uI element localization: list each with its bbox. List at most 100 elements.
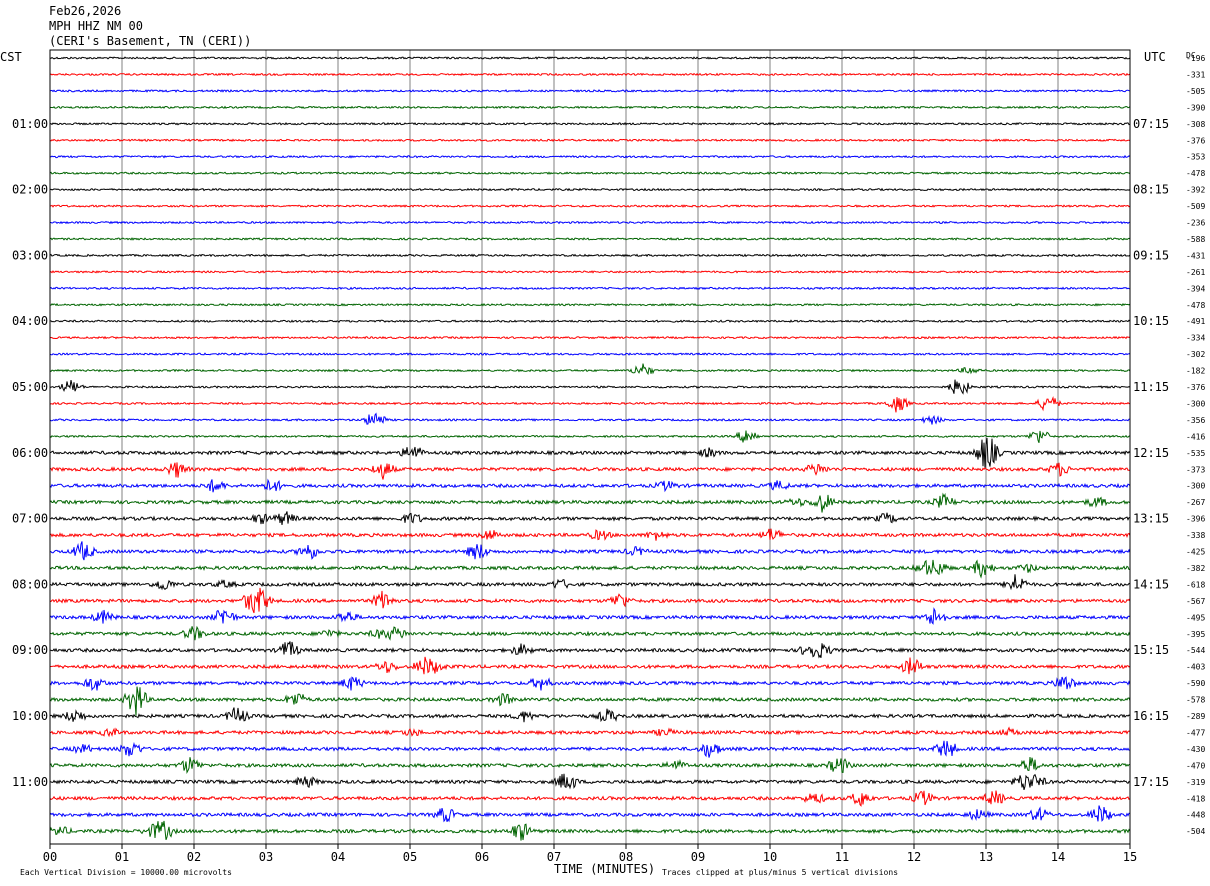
seismic-trace-row [49,286,1131,291]
dc-offset-label: -505 [1186,87,1205,96]
dc-offset-label: -338 [1186,531,1205,540]
x-tick-label: 04 [331,850,345,864]
seismic-trace-row [49,72,1131,77]
seismic-trace-row [49,171,1131,175]
right-hour-label: 08:15 [1133,183,1169,197]
seismic-trace-row [49,204,1131,208]
seismic-trace-row [49,335,1131,340]
left-hour-label: 11:00 [12,775,48,789]
dc-offset-label: -236 [1186,219,1205,228]
seismic-trace-row [49,237,1131,241]
seismic-trace-row [49,541,1131,561]
dc-offset-label: -535 [1186,449,1205,458]
footer-left-note: Each Vertical Division = 10000.00 microv… [20,868,232,877]
dc-offset-label: -182 [1186,367,1205,376]
date-label: Feb26,2026 [49,4,122,18]
seismic-trace-row [49,253,1131,258]
left-hour-label: 09:00 [12,643,48,657]
left-hour-label: 03:00 [12,248,48,262]
dc-offset-label: -478 [1186,301,1205,310]
seismic-trace-row [49,478,1131,493]
dc-offset-label: -491 [1186,317,1205,326]
seismic-trace-row [49,528,1131,541]
seismic-trace-row [49,625,1131,641]
dc-offset-label: -267 [1186,498,1205,507]
right-hour-label: 12:15 [1133,446,1169,460]
x-tick-label: 05 [403,850,417,864]
seismic-trace-row [49,773,1131,791]
dc-offset-label: -618 [1186,580,1205,589]
dc-offset-label: -504 [1186,827,1205,836]
dc-offset-label: -382 [1186,564,1205,573]
right-hour-label: 15:15 [1133,643,1169,657]
x-tick-label: 12 [907,850,921,864]
dc-offset-label: -319 [1186,778,1205,787]
x-tick-label: 09 [691,850,705,864]
seismic-trace-row [49,656,1131,675]
right-zone-label: UTC [1144,50,1166,64]
x-tick-label: 10 [763,850,777,864]
dc-offset-label: -495 [1186,613,1205,622]
seismic-trace-row [49,270,1131,274]
seismic-trace-row [49,412,1131,425]
x-axis-title: TIME (MINUTES) [554,862,655,876]
dc-offset-label: -394 [1186,284,1205,293]
dc-offset-label: -196 [1186,54,1205,63]
right-hour-label: 07:15 [1133,117,1169,131]
dc-offset-label: -376 [1186,136,1205,145]
seismic-trace-row [49,676,1131,691]
seismic-trace-row [49,138,1131,143]
seismic-trace-row [49,395,1131,413]
dc-offset-label: -308 [1186,120,1205,129]
left-hour-label: 02:00 [12,183,48,197]
dc-offset-label: -448 [1186,811,1205,820]
left-hour-label: 06:00 [12,446,48,460]
left-hour-label: 10:00 [12,709,48,723]
dc-offset-label: -353 [1186,153,1205,162]
dc-offset-label: -334 [1186,334,1205,343]
seismic-trace-row [49,352,1131,356]
dc-offset-label: -590 [1186,679,1205,688]
dc-offset-label: -373 [1186,465,1205,474]
seismic-trace-row [49,154,1131,159]
seismic-trace-row [49,363,1131,376]
x-tick-label: 08 [619,850,633,864]
seismic-trace-row [49,105,1131,110]
x-tick-label: 02 [187,850,201,864]
station-label: MPH HHZ NM 00 [49,19,143,33]
grid-lines [121,50,1059,844]
seismic-trace-row [49,121,1131,126]
dc-offset-label: -403 [1186,663,1205,672]
seismic-trace-row [49,319,1131,323]
seismic-trace-row [49,56,1131,60]
dc-offset-label: -544 [1186,646,1205,655]
seismic-trace-row [49,302,1131,307]
x-tick-label: 01 [115,850,129,864]
plot-header: Feb26,2026 MPH HHZ NM 00 (CERI's Basemen… [49,4,251,49]
dc-offset-label: -431 [1186,251,1205,260]
footer-right-note: Traces clipped at plus/minus 5 vertical … [662,868,898,877]
seismic-trace-row [49,559,1131,579]
dc-offset-label: -416 [1186,432,1205,441]
seismic-trace-row [49,430,1131,443]
dc-offset-label: -430 [1186,745,1205,754]
axis-labels: 00 01 02 03 04 05 06 07 08 09 10 11 12 13 14 15 -196 -331… [12,54,1205,864]
dc-offset-label: -509 [1186,202,1205,211]
dc-offset-label: -477 [1186,728,1205,737]
seismic-trace-row [49,641,1131,659]
x-tick-label: 15 [1123,850,1137,864]
seismic-trace-row [49,187,1131,192]
right-hour-label: 09:15 [1133,248,1169,262]
dc-offset-label: -470 [1186,761,1205,770]
x-tick-label: 03 [259,850,273,864]
dc-offset-label: -300 [1186,482,1205,491]
dc-offset-label: -395 [1186,630,1205,639]
seismic-trace-row [49,89,1131,93]
dc-offset-label: -578 [1186,696,1205,705]
left-hour-label: 04:00 [12,314,48,328]
left-hour-label: 05:00 [12,380,48,394]
seismic-trace-row [49,726,1131,738]
dc-offset-label: -396 [1186,515,1205,524]
right-hour-label: 14:15 [1133,577,1169,591]
